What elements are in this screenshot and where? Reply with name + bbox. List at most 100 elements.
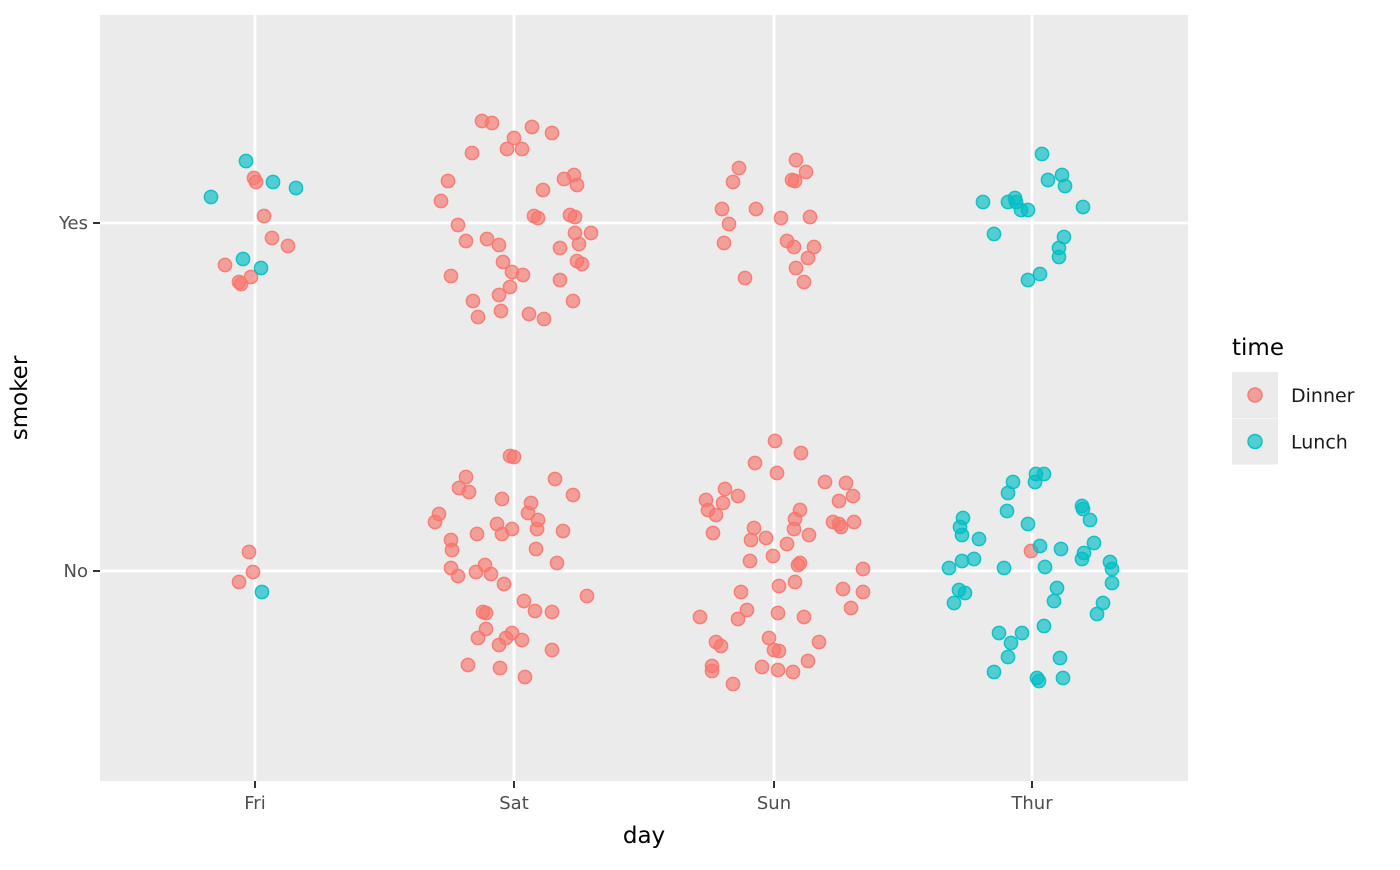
point-thur-no-lunch (1036, 466, 1052, 482)
point-thur-no-lunch (971, 531, 987, 547)
point-thur-yes-lunch (1032, 266, 1048, 282)
point-sun-no-dinner (801, 527, 817, 543)
point-thur-yes-lunch (1075, 199, 1091, 215)
point-fri-yes-dinner (248, 174, 264, 190)
point-sat-yes-dinner (502, 279, 518, 295)
point-thur-no-lunch (1086, 535, 1102, 551)
point-sun-no-dinner (705, 525, 721, 541)
point-sun-no-dinner (835, 581, 851, 597)
point-sun-no-dinner (708, 507, 724, 523)
point-thur-no-lunch (941, 560, 957, 576)
point-sun-no-dinner (845, 488, 861, 504)
point-thur-no-lunch (1014, 625, 1030, 641)
point-fri-yes-lunch (203, 189, 219, 205)
point-sun-no-dinner (843, 600, 859, 616)
point-sat-no-dinner (461, 484, 477, 500)
axis-ticks (93, 222, 1033, 788)
point-thur-no-lunch (1074, 551, 1090, 567)
legend-keys: Dinner Lunch (1232, 372, 1355, 465)
point-sun-yes-dinner (786, 239, 802, 255)
point-thur-no-lunch (957, 585, 973, 601)
point-sat-yes-dinner (484, 115, 500, 131)
point-sat-no-dinner (469, 526, 485, 542)
point-sat-no-dinner (496, 576, 512, 592)
point-sun-no-dinner (767, 433, 783, 449)
point-sun-yes-dinner (798, 164, 814, 180)
point-thur-no-lunch (1055, 670, 1071, 686)
point-sun-no-dinner (717, 481, 733, 497)
point-sun-yes-dinner (800, 250, 816, 266)
point-sat-yes-dinner (491, 287, 507, 303)
point-thur-no-lunch (1104, 575, 1120, 591)
point-sun-no-dinner (739, 602, 755, 618)
point-sun-no-dinner (779, 536, 795, 552)
point-sat-no-dinner (527, 603, 543, 619)
point-thur-yes-lunch (1057, 178, 1073, 194)
point-sat-yes-dinner (464, 145, 480, 161)
point-thur-yes-lunch (1020, 272, 1036, 288)
point-thur-yes-lunch (1020, 202, 1036, 218)
point-sat-no-dinner (491, 637, 507, 653)
point-sun-no-dinner (817, 474, 833, 490)
point-fri-yes-dinner (280, 238, 296, 254)
point-sun-no-dinner (769, 465, 785, 481)
point-thur-yes-lunch (1051, 249, 1067, 265)
point-sat-no-dinner (470, 630, 486, 646)
point-sat-yes-dinner (574, 256, 590, 272)
point-sat-yes-dinner (536, 311, 552, 327)
point-thur-no-lunch (1020, 516, 1036, 532)
point-sat-no-dinner (504, 521, 520, 537)
point-sat-no-dinner (528, 541, 544, 557)
axis-tick-labels: Fri Sat Sun Thur Yes No (58, 213, 1053, 814)
point-sun-no-dinner (790, 557, 806, 573)
point-sat-no-dinner (478, 605, 494, 621)
point-sun-yes-dinner (714, 201, 730, 217)
point-thur-no-lunch (1031, 673, 1047, 689)
point-sat-no-dinner (544, 642, 560, 658)
point-fri-yes-dinner (233, 276, 249, 292)
point-sun-no-dinner (758, 530, 774, 546)
point-sat-yes-dinner (479, 231, 495, 247)
point-thur-no-lunch (1082, 512, 1098, 528)
point-thur-no-lunch (966, 551, 982, 567)
point-sun-no-dinner (746, 520, 762, 536)
legend-swatch-lunch-icon (1247, 433, 1263, 450)
point-sat-yes-dinner (565, 293, 581, 309)
point-sat-no-dinner (478, 621, 494, 637)
point-sat-no-dinner (492, 660, 508, 676)
point-sat-yes-dinner (583, 225, 599, 241)
point-sat-no-dinner (517, 669, 533, 685)
x-axis-title: day (623, 823, 665, 849)
point-sun-no-dinner (831, 493, 847, 509)
point-fri-yes-lunch (265, 174, 281, 190)
point-thur-no-lunch (954, 527, 970, 543)
x-tick-label-sat: Sat (499, 793, 529, 814)
point-thur-no-lunch (1000, 649, 1016, 665)
point-fri-no-dinner (245, 564, 261, 580)
point-sat-yes-dinner (493, 303, 509, 319)
point-sat-no-dinner (565, 487, 581, 503)
point-fri-no-dinner (241, 544, 257, 560)
point-sat-yes-dinner (552, 272, 568, 288)
point-sat-no-dinner (444, 542, 460, 558)
legend-title: time (1232, 335, 1284, 361)
point-sun-yes-dinner (788, 152, 804, 168)
point-sun-no-dinner (765, 548, 781, 564)
point-thur-no-lunch (954, 553, 970, 569)
point-sun-no-dinner (725, 676, 741, 692)
point-sun-no-dinner (796, 609, 812, 625)
point-sun-no-dinner (730, 488, 746, 504)
point-thur-no-lunch (1095, 595, 1111, 611)
point-sun-no-dinner (771, 578, 787, 594)
point-thur-no-lunch (1003, 635, 1019, 651)
point-sat-no-dinner (544, 604, 560, 620)
point-sun-no-dinner (747, 455, 763, 471)
point-sat-yes-dinner (567, 209, 583, 225)
point-sun-no-dinner (846, 514, 862, 530)
point-sat-yes-dinner (495, 254, 511, 270)
legend-swatch-dinner-icon (1247, 387, 1263, 403)
point-sat-yes-dinner (443, 268, 459, 284)
point-thur-yes-lunch (1040, 172, 1056, 188)
point-sun-yes-dinner (796, 274, 812, 290)
